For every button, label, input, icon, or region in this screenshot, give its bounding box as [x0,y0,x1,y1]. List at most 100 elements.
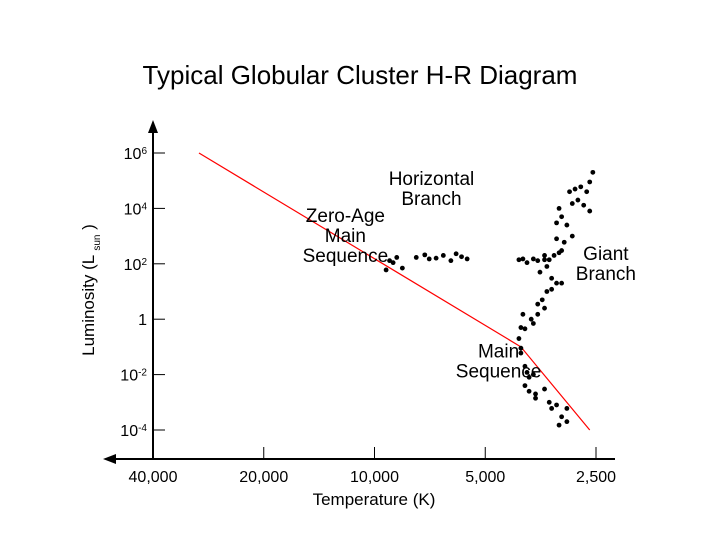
x-tick-label: 40,000 [129,469,178,486]
y-tick-base: 10 [120,423,138,440]
data-point [584,189,590,195]
data-point [537,269,543,275]
data-point [390,260,396,266]
annotation-line: Sequence [456,361,542,382]
y-tick-base: 10 [124,146,142,163]
y-tick-base: 10 [124,257,142,274]
y-tick-label: 102 [124,256,148,274]
y-tick-label: 10-2 [120,367,147,385]
data-point [544,289,550,294]
data-points-layer [383,169,596,428]
data-point [522,326,528,332]
data-point [559,248,565,253]
data-point [520,311,526,317]
annotation-line: Main [478,341,519,362]
data-point [528,316,534,322]
data-point [559,414,565,420]
data-point [587,208,593,214]
data-point [433,255,439,261]
data-point [564,406,570,411]
data-point [530,321,536,326]
data-point [422,252,428,258]
data-point [542,305,547,311]
annotation-line: Main [325,226,366,247]
annotation-line: Horizontal [389,169,475,190]
data-point [539,297,545,303]
x-axis-label: Temperature (K) [313,490,436,509]
data-point [530,372,536,377]
data-point [546,399,552,405]
y-tick-label: 104 [124,201,148,219]
y-axis-label-main: Luminosity (L [79,255,98,356]
data-point [520,256,526,262]
data-point [518,325,524,330]
annotation-line: Branch [401,189,461,210]
data-point [569,233,575,239]
y-axis-label-close: ) [79,224,98,230]
data-point [383,267,389,273]
zero-age-main-sequence-layer [198,152,591,431]
annotation-line: Sequence [303,246,389,267]
data-point [464,256,470,262]
x-tick-label: 5,000 [465,469,505,486]
data-point [556,206,562,211]
data-point [559,214,565,220]
zero-age-main-sequence-line [198,152,591,431]
data-point [516,336,522,341]
data-point [561,239,567,245]
data-point [535,258,541,264]
y-tick-label: 10-4 [120,423,147,441]
data-point [399,265,405,271]
x-tick-label: 2,500 [576,469,616,486]
data-point [572,186,578,192]
data-point [581,202,587,208]
y-tick-exponent: -2 [138,367,147,378]
data-point [544,264,550,269]
y-tick-base: 10 [124,201,142,218]
data-point [542,257,547,263]
data-point [524,260,530,266]
data-point [551,253,557,258]
data-point [387,258,392,264]
data-point [533,391,538,397]
data-point [535,311,541,317]
y-tick-exponent: 6 [141,146,147,157]
y-axis-label-sub: sun [92,235,103,251]
data-point [556,422,562,428]
ticks-layer: 40,000 20,000 10,000 5,000 2,500106104102110… [120,146,616,487]
x-tick-label: 20,000 [239,469,288,486]
data-point [546,257,552,263]
data-point [559,280,565,286]
data-point [522,383,528,389]
data-point [516,257,522,263]
data-point [549,286,555,292]
data-point [554,220,559,226]
y-tick-exponent: 4 [141,201,147,212]
data-point [533,395,538,401]
data-point [453,251,459,257]
data-point [549,275,555,281]
y-tick-exponent: 2 [141,256,147,267]
y-tick-label: 1 [138,312,147,329]
data-point [569,201,575,206]
data-point [535,301,541,307]
y-tick-label: 106 [124,146,148,164]
data-point [448,258,454,264]
y-tick-base: 10 [120,368,138,385]
data-point [567,189,572,195]
data-point [522,363,528,369]
y-tick-exponent: -4 [138,423,147,434]
y-tick-base: 1 [138,312,147,329]
data-point [440,253,446,258]
data-point [564,222,570,228]
data-point [426,256,432,262]
x-tick-label: 10,000 [350,469,399,486]
data-point [542,253,547,258]
data-point [554,402,559,408]
